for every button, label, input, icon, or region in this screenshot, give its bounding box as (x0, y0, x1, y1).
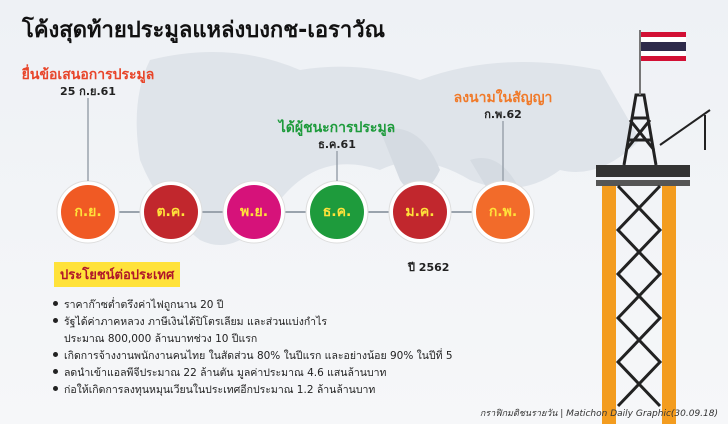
benefit-line: เกิดการจ้างงานพนักงานคนไทย ในสัดส่วน 80%… (64, 350, 453, 362)
month-label: พ.ย. (239, 204, 269, 220)
event-date: ก.พ.62 (484, 108, 522, 121)
event-date: ธ.ค.61 (318, 138, 356, 151)
bullet (53, 301, 58, 306)
title: โค้งสุดท้ายประมูลแหล่งบงกช-เอราวัณ (22, 18, 385, 43)
month-label: ก.ย. (74, 204, 102, 220)
benefit-line: ราคาก๊าซต่ำตรึงค่าไฟถูกนาน 20 ปี (64, 299, 224, 311)
oil-rig (596, 30, 711, 424)
month-circle (144, 185, 198, 239)
benefit-line: รัฐได้ค่าภาคหลวง ภาษีเงินได้ปิโตรเลียม แ… (64, 316, 327, 328)
benefit-line: ประมาณ 800,000 ล้านบาทช่วง 10 ปีแรก (64, 333, 258, 345)
month-circle (393, 185, 447, 239)
month-label: ธ.ค. (322, 204, 352, 220)
bullet (53, 318, 58, 323)
month-circle (476, 185, 530, 239)
month-circle (310, 185, 364, 239)
benefit-line: ลดนำเข้าแอลพีจีประมาณ 22 ล้านตัน มูลค่าป… (64, 367, 387, 379)
event-label: ยื่นข้อเสนอการประมูล (21, 67, 155, 83)
month-circle (61, 185, 115, 239)
month-circle (227, 185, 281, 239)
month-label: ต.ค. (156, 204, 186, 220)
month-label: ก.พ. (488, 204, 518, 220)
benefit-line: ก่อให้เกิดการลงทุนหมุนเวียนในประเทศอีกปร… (64, 384, 376, 396)
bullet (53, 369, 58, 374)
event-date: 25 ก.ย.61 (60, 85, 116, 98)
bullet (53, 386, 58, 391)
bullet (53, 352, 58, 357)
benefits-heading: ประโยชน์ต่อประเทศ (54, 262, 181, 287)
credit: กราฟิกมติชนรายวัน | Matichon Daily Graph… (479, 409, 718, 419)
year-label: ปี 2562 (408, 261, 450, 274)
month-label: ม.ค. (405, 204, 435, 220)
event-label: ได้ผู้ชนะการประมูล (278, 120, 396, 136)
event-label: ลงนามในสัญญา (453, 90, 553, 106)
